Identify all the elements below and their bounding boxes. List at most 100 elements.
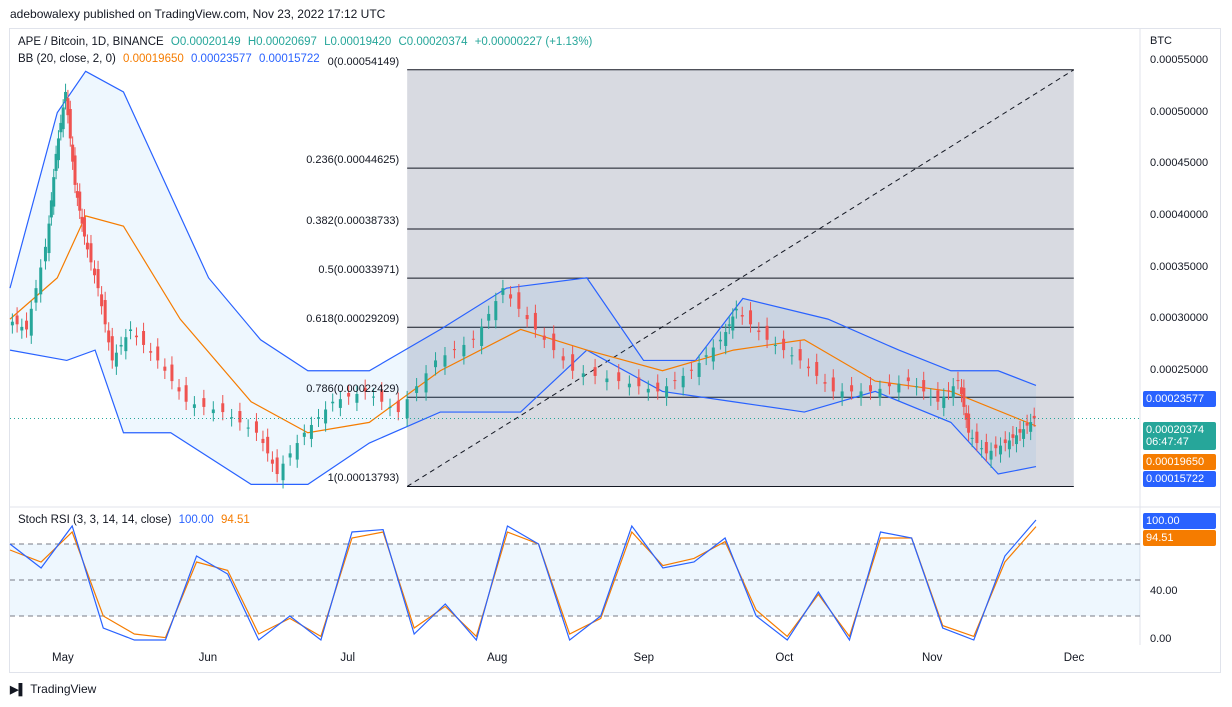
tradingview-logo-icon: ▶▌ — [10, 683, 27, 696]
candle-body — [82, 217, 86, 237]
candle-body — [202, 398, 206, 407]
month-label: Sep — [633, 652, 655, 664]
month-label: Jul — [340, 652, 356, 664]
candle-body — [317, 417, 321, 419]
candle-body — [266, 436, 270, 454]
candle-body — [994, 444, 998, 449]
candle-body — [129, 329, 133, 332]
candle-body — [869, 385, 873, 392]
candle-body — [75, 191, 79, 198]
bb-upper-value: 0.00023577 — [190, 53, 252, 65]
candle-body — [1007, 440, 1011, 450]
candle-body — [281, 463, 285, 481]
candle-body — [10, 321, 14, 326]
candle-body — [452, 349, 456, 351]
candle-body — [124, 337, 128, 352]
candle-body — [246, 427, 250, 429]
change-value: +0.00000227 (+1.13%) — [474, 36, 593, 48]
candle-body — [840, 391, 844, 398]
candle-body — [798, 349, 802, 361]
close-value: C0.00020374 — [398, 36, 468, 48]
candle-body — [96, 269, 100, 289]
bb-lower-tag: 0.00015722 — [1143, 471, 1216, 487]
candle-body — [815, 361, 819, 376]
ohlc-legend: APE / Bitcoin, 1D, BINANCE O0.00020149 H… — [18, 36, 596, 48]
candle-body — [517, 292, 521, 309]
candle-body — [100, 294, 104, 307]
candle-body — [103, 300, 107, 325]
candle-body — [724, 332, 728, 346]
candle-body — [114, 352, 118, 367]
candle-body — [906, 377, 910, 382]
candle-body — [627, 383, 631, 388]
candle-body — [29, 308, 33, 336]
candle-body — [509, 294, 513, 299]
candle-body — [929, 396, 933, 398]
bb-mid-tag: 0.00019650 — [1143, 454, 1216, 470]
candle-body — [749, 310, 753, 325]
candle-body — [302, 432, 306, 437]
candle-body — [494, 301, 498, 321]
candle-body — [56, 138, 60, 161]
candle-body — [656, 382, 660, 392]
candle-body — [542, 335, 546, 340]
bb-label[interactable]: BB (20, close, 2, 0) — [18, 53, 116, 65]
candle-body — [734, 308, 738, 311]
candle-body — [78, 191, 82, 211]
candle-body — [646, 388, 650, 393]
month-label: Nov — [921, 652, 943, 664]
candle-body — [388, 406, 392, 408]
candle-body — [47, 223, 51, 254]
candle-body — [25, 320, 29, 330]
candle-body — [704, 355, 708, 357]
candle-body — [80, 216, 84, 224]
candle-body — [288, 453, 292, 458]
candle-body — [711, 347, 715, 362]
price-tick-label: 0.00035000 — [1150, 260, 1209, 273]
candle-body — [964, 413, 968, 420]
candle-body — [967, 413, 971, 433]
candle-body — [887, 382, 891, 387]
symbol-label[interactable]: APE / Bitcoin, 1D, BINANCE — [18, 36, 164, 48]
candle-body — [66, 98, 70, 116]
candle-body — [897, 383, 901, 393]
candle-body — [221, 403, 225, 413]
candle-body — [1014, 435, 1018, 445]
candle-body — [462, 344, 466, 357]
candle-body — [617, 372, 621, 382]
candle-body — [434, 360, 438, 368]
brand-label: TradingView — [30, 682, 97, 696]
candle-body — [605, 378, 609, 383]
candle-body — [533, 312, 537, 330]
price-tag: 0.00020374 06:47:47 — [1143, 422, 1216, 450]
candle-body — [859, 391, 863, 398]
candle-body — [956, 380, 960, 382]
candle-body — [39, 267, 43, 295]
candle-body — [380, 390, 384, 402]
candle-body — [73, 155, 77, 185]
candle-body — [93, 268, 97, 276]
fib-level-label: 0.236(0.00044625) — [306, 154, 400, 167]
bb-mid-value: 0.00019650 — [123, 53, 184, 65]
candle-body — [947, 390, 951, 392]
candle-body — [581, 373, 585, 377]
footer[interactable]: ▶▌ TradingView — [10, 682, 96, 696]
rsi-label[interactable]: Stoch RSI (3, 3, 14, 14, close) — [18, 514, 172, 526]
candle-body — [765, 325, 769, 340]
candle-body — [156, 346, 160, 361]
high-value: H0.00020697 — [247, 36, 317, 48]
candle-body — [740, 315, 744, 317]
candle-body — [230, 417, 234, 419]
price-tag-value: 0.00020374 — [1146, 424, 1205, 436]
candle-body — [49, 200, 53, 218]
month-label: May — [52, 652, 74, 664]
chart-frame[interactable] — [9, 28, 1221, 673]
candle-body — [211, 409, 215, 414]
candle-body — [999, 445, 1003, 455]
candle-body — [681, 375, 685, 388]
candle-body — [396, 400, 400, 413]
candle-body — [915, 386, 919, 388]
candle-body — [363, 387, 367, 392]
candle-body — [89, 243, 93, 263]
